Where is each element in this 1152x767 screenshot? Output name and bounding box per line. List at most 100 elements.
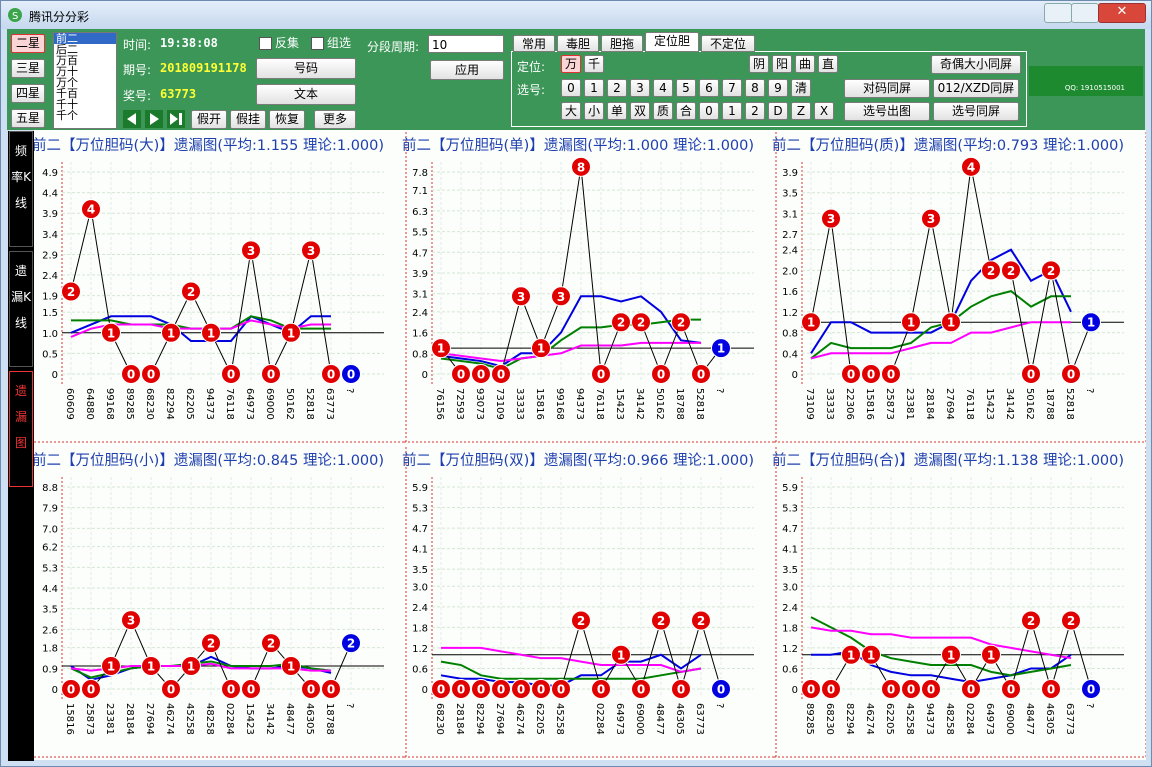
marker bbox=[801, 312, 821, 333]
average-line bbox=[810, 290, 1071, 360]
y-tick-label: 2.4 bbox=[782, 246, 798, 257]
nav-arrows[interactable] bbox=[123, 110, 189, 128]
digit-button[interactable]: 9 bbox=[768, 79, 788, 97]
button[interactable]: 文本 bbox=[256, 84, 356, 105]
digit-button[interactable]: 3 bbox=[630, 79, 650, 97]
attr-button[interactable]: X bbox=[814, 102, 834, 120]
tab[interactable]: 常用 bbox=[513, 35, 555, 52]
y-tick-label: 0 bbox=[422, 685, 428, 696]
combo-list[interactable]: 前二 后二 万百 万十 万个 千百 千十 千个 bbox=[53, 32, 117, 129]
list-item[interactable]: 万十 bbox=[56, 65, 78, 78]
digit-button[interactable]: 5 bbox=[676, 79, 696, 97]
mode-button[interactable]: 曲 bbox=[795, 55, 815, 73]
marker bbox=[451, 364, 471, 384]
action-button[interactable]: 奇偶大小同屏 bbox=[931, 55, 1021, 74]
side-tab[interactable]: 频率K线 bbox=[9, 131, 33, 247]
minimize-button[interactable] bbox=[1044, 3, 1072, 23]
action-button[interactable]: 假开 bbox=[191, 110, 227, 129]
data-label: 0 bbox=[887, 683, 895, 697]
marker bbox=[531, 679, 551, 699]
x-tick-label: 15423 bbox=[244, 703, 255, 735]
marker bbox=[651, 364, 671, 384]
apply-button[interactable]: 应用 bbox=[430, 60, 504, 80]
attr-button[interactable]: D bbox=[768, 102, 788, 120]
x-tick-label: 46274 bbox=[514, 703, 525, 735]
digit-button[interactable]: 1 bbox=[584, 79, 604, 97]
attr-button[interactable]: Z bbox=[791, 102, 811, 120]
star-button[interactable]: 二星 bbox=[11, 34, 45, 53]
marker bbox=[221, 679, 241, 699]
action-button[interactable]: 选号同屏 bbox=[933, 102, 1019, 121]
digit-button[interactable]: 4 bbox=[653, 79, 673, 97]
x-tick-label: 60609 bbox=[64, 388, 75, 420]
period-input[interactable]: 10 bbox=[428, 35, 504, 53]
star-button[interactable]: 三星 bbox=[11, 59, 45, 78]
tab[interactable]: 不定位 bbox=[701, 35, 755, 52]
marker bbox=[861, 644, 881, 665]
list-item[interactable]: 万百 bbox=[56, 54, 78, 67]
digit-button[interactable]: 7 bbox=[722, 79, 742, 97]
digit-button[interactable]: 清 bbox=[791, 79, 811, 97]
x-tick-label: 68230 bbox=[824, 703, 835, 735]
list-item[interactable]: 万个 bbox=[56, 76, 78, 89]
marker bbox=[901, 679, 921, 699]
mode-button[interactable]: 阴 bbox=[749, 55, 769, 73]
data-label: 0 bbox=[67, 683, 75, 697]
attr-button[interactable]: 2 bbox=[745, 102, 765, 120]
data-label: 0 bbox=[457, 368, 465, 382]
action-button[interactable]: 假挂 bbox=[230, 110, 266, 129]
attr-button[interactable]: 小 bbox=[584, 102, 604, 120]
digit-button[interactable]: 6 bbox=[699, 79, 719, 97]
action-button[interactable]: 012/XZD同屏 bbox=[933, 79, 1019, 98]
action-button[interactable]: 选号出图 bbox=[844, 102, 930, 121]
list-item[interactable]: 后二 bbox=[56, 43, 78, 56]
attr-button[interactable]: 合 bbox=[676, 102, 696, 120]
attr-button[interactable]: 双 bbox=[630, 102, 650, 120]
attr-button[interactable]: 质 bbox=[653, 102, 673, 120]
mode-button[interactable]: 直 bbox=[818, 55, 838, 73]
data-label: 8 bbox=[577, 160, 585, 174]
list-item[interactable]: 千个 bbox=[56, 109, 78, 122]
tab[interactable]: 胆拖 bbox=[601, 35, 643, 52]
mode-button[interactable]: 阳 bbox=[772, 55, 792, 73]
star-button[interactable]: 四星 bbox=[11, 84, 45, 103]
close-button[interactable]: ✕ bbox=[1098, 3, 1146, 23]
marker bbox=[611, 644, 631, 665]
star-button[interactable]: 五星 bbox=[11, 109, 45, 128]
data-label: 0 bbox=[307, 683, 315, 697]
attr-button[interactable]: 单 bbox=[607, 102, 627, 120]
action-button[interactable]: 更多 bbox=[314, 110, 356, 129]
checkbox-label: 反集 bbox=[275, 36, 300, 50]
position-button[interactable]: 千 bbox=[584, 55, 604, 73]
list-item[interactable]: 千百 bbox=[56, 87, 78, 100]
digit-button[interactable]: 8 bbox=[745, 79, 765, 97]
checkbox[interactable] bbox=[259, 37, 272, 50]
digit-button[interactable]: 0 bbox=[561, 79, 581, 97]
button[interactable]: 号码 bbox=[256, 58, 356, 79]
digit-button[interactable]: 2 bbox=[607, 79, 627, 97]
average-line bbox=[440, 318, 701, 370]
attr-button[interactable]: 1 bbox=[722, 102, 742, 120]
tab[interactable]: 毒胆 bbox=[557, 35, 599, 52]
list-item[interactable]: 千十 bbox=[56, 98, 78, 111]
attr-button[interactable]: 0 bbox=[699, 102, 719, 120]
data-label: 0 bbox=[517, 683, 525, 697]
average-line bbox=[440, 341, 701, 363]
action-button[interactable]: 恢复 bbox=[269, 110, 305, 129]
y-tick-label: 3.5 bbox=[42, 605, 58, 616]
x-tick-label: 33333 bbox=[824, 388, 835, 420]
side-tab[interactable]: 遗漏K线 bbox=[9, 251, 33, 367]
attr-button[interactable]: 大 bbox=[561, 102, 581, 120]
data-label: 0 bbox=[1027, 368, 1035, 382]
checkbox[interactable] bbox=[311, 37, 324, 50]
maximize-button[interactable] bbox=[1071, 3, 1099, 23]
side-tab[interactable]: 遗漏图 bbox=[9, 371, 33, 487]
x-tick-label: 94373 bbox=[924, 703, 935, 735]
action-button[interactable]: 对码同屏 bbox=[844, 79, 930, 98]
data-label: 0 bbox=[347, 368, 355, 382]
list-item[interactable]: 前二 bbox=[54, 33, 116, 44]
data-label: 0 bbox=[657, 368, 665, 382]
position-button[interactable]: 万 bbox=[561, 55, 581, 73]
tab[interactable]: 定位胆 bbox=[645, 32, 699, 52]
data-label: 0 bbox=[87, 683, 95, 697]
